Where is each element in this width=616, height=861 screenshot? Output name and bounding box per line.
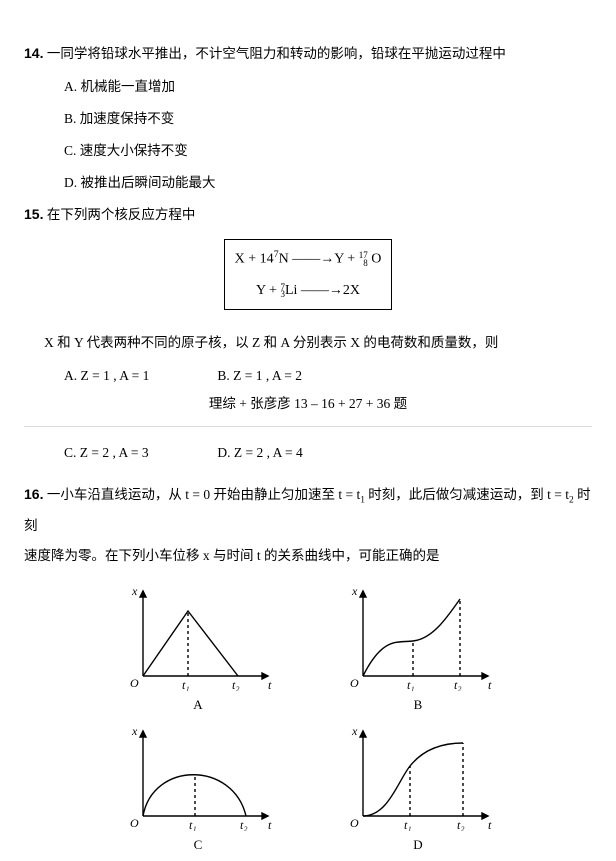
graph-C-t2: t₂ bbox=[240, 818, 248, 831]
graph-C-xlabel: t bbox=[268, 818, 272, 831]
graph-A-ylabel: x bbox=[131, 584, 138, 598]
q16-stem-l1b: 时刻，此后做匀减速运动，到 t = t bbox=[365, 487, 569, 502]
q14-number: 14. bbox=[24, 45, 43, 61]
graph-A-xlabel: t bbox=[268, 678, 272, 691]
q16-number: 16. bbox=[24, 486, 43, 502]
eq1-mid: N ——→Y + bbox=[279, 252, 359, 267]
q16-stem: 16. 一小车沿直线运动，从 t = 0 开始由静止匀加速至 t = t1 时刻… bbox=[24, 479, 592, 571]
eq1-O: O bbox=[368, 252, 382, 267]
q15-eq-box: X + 147N ——→Y + 178 O Y + 73Li ——→2X bbox=[224, 239, 393, 310]
q15-option-C: C. Z = 2 , A = 3 bbox=[64, 445, 214, 461]
q15-number: 15. bbox=[24, 206, 43, 222]
q15-opts-row1: A. Z = 1 , A = 1 B. Z = 1 , A = 2 bbox=[64, 368, 592, 384]
q15-option-D: D. Z = 2 , A = 4 bbox=[217, 445, 302, 461]
graph-A-t2: t₂ bbox=[232, 678, 240, 691]
q16-figrow-1: x O t₁ t₂ t A x bbox=[24, 581, 592, 713]
q15-eq-box-wrap: X + 147N ——→Y + 178 O Y + 73Li ——→2X bbox=[24, 235, 592, 322]
q16-stem-l1a: 一小车沿直线运动，从 t = 0 开始由静止匀加速至 t = t bbox=[47, 487, 360, 502]
graph-A-label: A bbox=[118, 697, 278, 713]
graph-B-svg: x O t₁ t₂ t bbox=[338, 581, 498, 691]
q16-figrow-2: x O t₁ t₂ t C x bbox=[24, 721, 592, 853]
graph-D-ylabel: x bbox=[351, 724, 358, 738]
q14-stem-text: 一同学将铅球水平推出，不计空气阻力和转动的影响，铅球在平抛运动过程中 bbox=[47, 46, 506, 61]
graph-D-svg: x O t₁ t₂ t bbox=[338, 721, 498, 831]
q14-option-B: B. 加速度保持不变 bbox=[64, 107, 592, 127]
q15-option-A: A. Z = 1 , A = 1 bbox=[64, 368, 214, 384]
graph-B-ylabel: x bbox=[351, 584, 358, 598]
credit-line: 理综 + 张彦彦 13 – 16 + 27 + 36 题 bbox=[24, 392, 592, 412]
q16-stem-l2: 速度降为零。在下列小车位移 x 与时间 t 的关系曲线中，可能正确的是 bbox=[24, 548, 440, 563]
graph-B-t1: t₁ bbox=[407, 678, 415, 691]
q15-stem: 15. 在下列两个核反应方程中 bbox=[24, 203, 592, 226]
q16-fig-A: x O t₁ t₂ t A bbox=[118, 581, 278, 713]
q15-eq-line1: X + 147N ——→Y + 178 O bbox=[235, 246, 382, 272]
q15-eq-line2: Y + 73Li ——→2X bbox=[235, 278, 382, 303]
graph-C-ylabel: x bbox=[131, 724, 138, 738]
graph-C-label: C bbox=[118, 837, 278, 853]
q16-fig-C: x O t₁ t₂ t C bbox=[118, 721, 278, 853]
q16-fig-B: x O t₁ t₂ t B bbox=[338, 581, 498, 713]
graph-C-t1: t₁ bbox=[189, 818, 197, 831]
graph-D-label: D bbox=[338, 837, 498, 853]
graph-D-origin: O bbox=[350, 816, 359, 830]
graph-B-xlabel: t bbox=[488, 678, 492, 691]
eq1-prefix: X + 14 bbox=[235, 252, 274, 267]
graph-D-t1: t₁ bbox=[404, 818, 412, 831]
graph-B-t2: t₂ bbox=[454, 678, 462, 691]
q14-option-D: D. 被推出后瞬间动能最大 bbox=[64, 171, 592, 191]
eq2-prefix: Y + bbox=[256, 283, 281, 298]
graph-A-svg: x O t₁ t₂ t bbox=[118, 581, 278, 691]
graph-C-origin: O bbox=[130, 816, 139, 830]
q16-fig-D: x O t₁ t₂ t D bbox=[338, 721, 498, 853]
graph-D-t2: t₂ bbox=[457, 818, 465, 831]
exam-page: 14. 一同学将铅球水平推出，不计空气阻力和转动的影响，铅球在平抛运动过程中 A… bbox=[0, 0, 616, 861]
q15-stem-text: 在下列两个核反应方程中 bbox=[47, 207, 196, 222]
q14-option-A: A. 机械能一直增加 bbox=[64, 75, 592, 95]
graph-B-label: B bbox=[338, 697, 498, 713]
graph-D-xlabel: t bbox=[488, 818, 492, 831]
q15-desc: X 和 Y 代表两种不同的原子核，以 Z 和 A 分别表示 X 的电荷数和质量数… bbox=[44, 332, 592, 354]
q14-stem: 14. 一同学将铅球水平推出，不计空气阻力和转动的影响，铅球在平抛运动过程中 bbox=[24, 42, 592, 65]
q15-option-B: B. Z = 1 , A = 2 bbox=[217, 368, 302, 384]
graph-A-t1: t₁ bbox=[182, 678, 190, 691]
eq2-Li: Li ——→2X bbox=[285, 283, 360, 298]
q14-option-C: C. 速度大小保持不变 bbox=[64, 139, 592, 159]
graph-C-svg: x O t₁ t₂ t bbox=[118, 721, 278, 831]
graph-B-origin: O bbox=[350, 676, 359, 690]
graph-A-origin: O bbox=[130, 676, 139, 690]
q15-opts-row2: C. Z = 2 , A = 3 D. Z = 2 , A = 4 bbox=[64, 445, 592, 461]
section-divider bbox=[24, 426, 592, 427]
